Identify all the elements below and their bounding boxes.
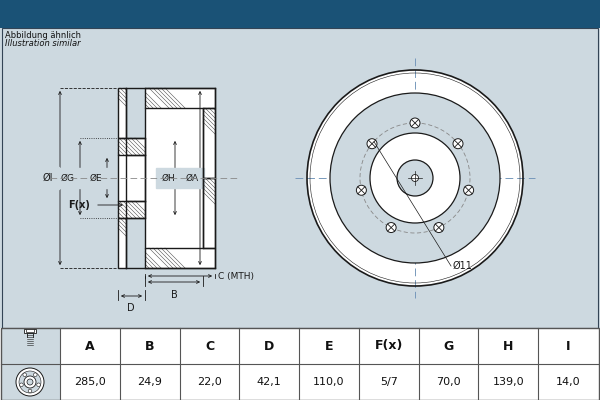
Bar bbox=[1, 328, 60, 400]
Text: E: E bbox=[325, 340, 333, 352]
Text: 285,0: 285,0 bbox=[74, 377, 106, 387]
Bar bbox=[203, 178, 215, 248]
Bar bbox=[118, 88, 126, 138]
Circle shape bbox=[34, 373, 37, 376]
Text: D: D bbox=[264, 340, 274, 352]
Text: C (MTH): C (MTH) bbox=[218, 272, 254, 280]
Text: 42,1: 42,1 bbox=[257, 377, 281, 387]
Bar bbox=[203, 108, 215, 178]
Circle shape bbox=[23, 373, 26, 376]
Bar bbox=[118, 218, 126, 268]
Text: Abbildung ähnlich: Abbildung ähnlich bbox=[5, 31, 81, 40]
Text: ØA: ØA bbox=[185, 174, 199, 182]
Circle shape bbox=[330, 93, 500, 263]
Bar bbox=[24, 329, 36, 333]
Text: F(x): F(x) bbox=[68, 200, 90, 210]
Text: H: H bbox=[503, 340, 514, 352]
Circle shape bbox=[370, 133, 460, 223]
Circle shape bbox=[356, 185, 367, 195]
Text: C: C bbox=[205, 340, 214, 352]
Text: 110,0: 110,0 bbox=[313, 377, 345, 387]
Bar bbox=[118, 138, 145, 155]
Bar bbox=[145, 248, 215, 268]
Text: 22,0: 22,0 bbox=[197, 377, 222, 387]
Circle shape bbox=[28, 389, 32, 393]
Text: B: B bbox=[170, 290, 178, 300]
Circle shape bbox=[27, 379, 33, 385]
Bar bbox=[0, 328, 600, 400]
Text: I: I bbox=[566, 340, 571, 352]
Circle shape bbox=[20, 383, 23, 386]
Text: Ate: Ate bbox=[364, 199, 416, 227]
Bar bbox=[145, 88, 215, 108]
Bar bbox=[118, 218, 126, 268]
Text: ØI: ØI bbox=[43, 173, 53, 183]
Bar bbox=[145, 248, 215, 268]
Text: Illustration similar: Illustration similar bbox=[5, 39, 80, 48]
Circle shape bbox=[386, 222, 396, 232]
Circle shape bbox=[19, 371, 41, 393]
Text: A: A bbox=[85, 340, 95, 352]
Text: 139,0: 139,0 bbox=[493, 377, 524, 387]
Bar bbox=[145, 88, 215, 108]
Text: 5/7: 5/7 bbox=[380, 377, 398, 387]
Text: 14,0: 14,0 bbox=[556, 377, 580, 387]
Circle shape bbox=[412, 174, 419, 182]
Text: Ø11: Ø11 bbox=[453, 261, 473, 271]
Text: B: B bbox=[145, 340, 154, 352]
Bar bbox=[118, 138, 145, 155]
Bar bbox=[0, 0, 600, 28]
Text: 24,9: 24,9 bbox=[137, 377, 162, 387]
Text: 70,0: 70,0 bbox=[436, 377, 461, 387]
Bar bbox=[118, 201, 145, 218]
Circle shape bbox=[464, 185, 473, 195]
Circle shape bbox=[16, 368, 44, 396]
Bar bbox=[118, 88, 126, 138]
Bar bbox=[145, 108, 203, 248]
Circle shape bbox=[434, 222, 444, 232]
Text: D: D bbox=[127, 303, 135, 313]
Text: F(x): F(x) bbox=[374, 340, 403, 352]
Bar bbox=[116, 83, 220, 273]
Text: 24.0125-0141.1    425141: 24.0125-0141.1 425141 bbox=[170, 5, 430, 23]
Circle shape bbox=[307, 70, 523, 286]
Circle shape bbox=[367, 139, 377, 149]
Bar bbox=[26, 329, 34, 332]
Bar bbox=[118, 201, 145, 218]
Bar bbox=[1, 328, 599, 400]
Circle shape bbox=[453, 139, 463, 149]
Text: ØH: ØH bbox=[161, 174, 175, 182]
Text: ØE: ØE bbox=[89, 174, 103, 182]
Text: G: G bbox=[443, 340, 454, 352]
Bar bbox=[2, 28, 598, 328]
Circle shape bbox=[397, 160, 433, 196]
Bar bbox=[203, 108, 215, 178]
Bar bbox=[203, 178, 215, 248]
Circle shape bbox=[37, 383, 40, 386]
Circle shape bbox=[24, 376, 36, 388]
Circle shape bbox=[410, 118, 420, 128]
Text: ØG: ØG bbox=[61, 174, 75, 182]
Bar bbox=[118, 155, 145, 201]
